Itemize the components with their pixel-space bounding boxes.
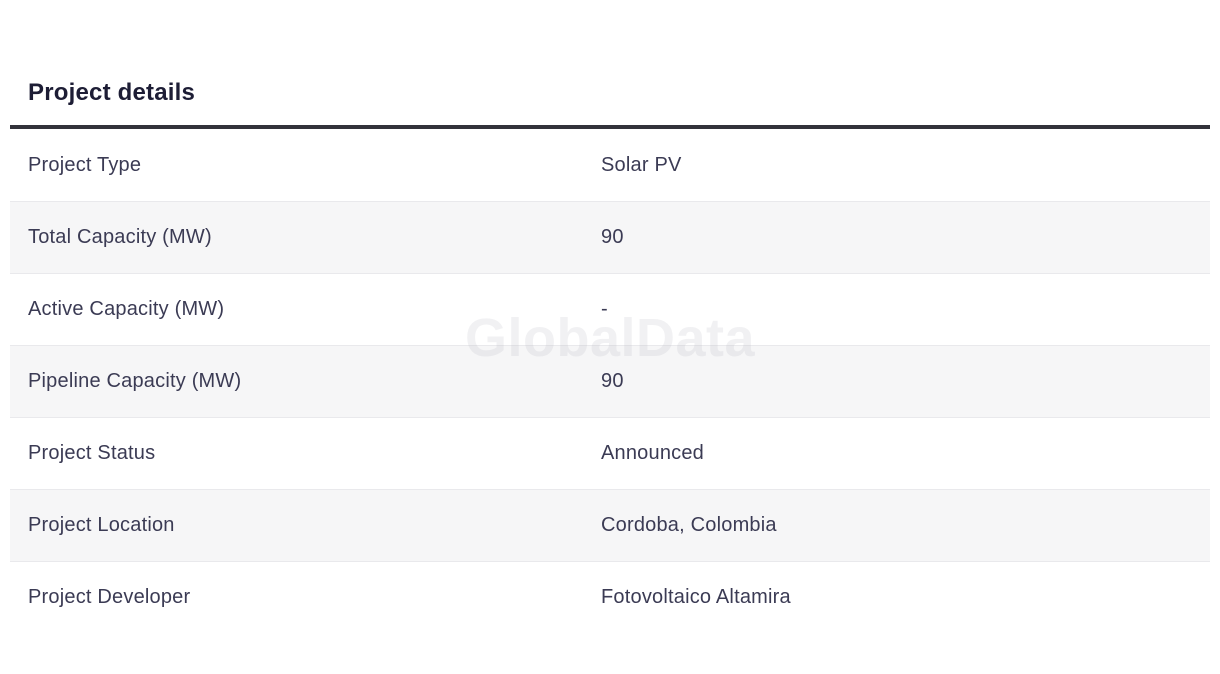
table-row: Pipeline Capacity (MW) 90	[10, 345, 1210, 417]
project-details-table: Project Type Solar PV Total Capacity (MW…	[10, 129, 1210, 633]
row-value: -	[601, 298, 608, 320]
row-label: Project Status	[28, 442, 156, 464]
project-details-panel: Project details Project Type Solar PV To…	[10, 0, 1210, 633]
table-row: Active Capacity (MW) -	[10, 273, 1210, 345]
table-row: Project Location Cordoba, Colombia	[10, 489, 1210, 561]
row-value: Announced	[601, 442, 705, 464]
row-label: Pipeline Capacity (MW)	[28, 370, 242, 392]
row-value: Solar PV	[601, 153, 682, 176]
table-row: Project Developer Fotovoltaico Altamira	[10, 561, 1210, 633]
title-underline-rule	[10, 125, 1210, 129]
row-label: Project Developer	[28, 586, 191, 608]
row-label: Total Capacity (MW)	[28, 226, 212, 248]
page-title: Project details	[28, 79, 196, 106]
row-label: Active Capacity (MW)	[28, 298, 225, 320]
row-value: 90	[601, 370, 624, 392]
row-value: 90	[601, 226, 624, 248]
row-label: Project Location	[28, 514, 175, 536]
table-row: Project Type Solar PV	[10, 129, 1210, 201]
row-value: Fotovoltaico Altamira	[601, 586, 791, 608]
table-row: Total Capacity (MW) 90	[10, 201, 1210, 273]
row-label: Project Type	[28, 153, 142, 176]
row-value: Cordoba, Colombia	[601, 514, 777, 536]
table-row: Project Status Announced	[10, 417, 1210, 489]
